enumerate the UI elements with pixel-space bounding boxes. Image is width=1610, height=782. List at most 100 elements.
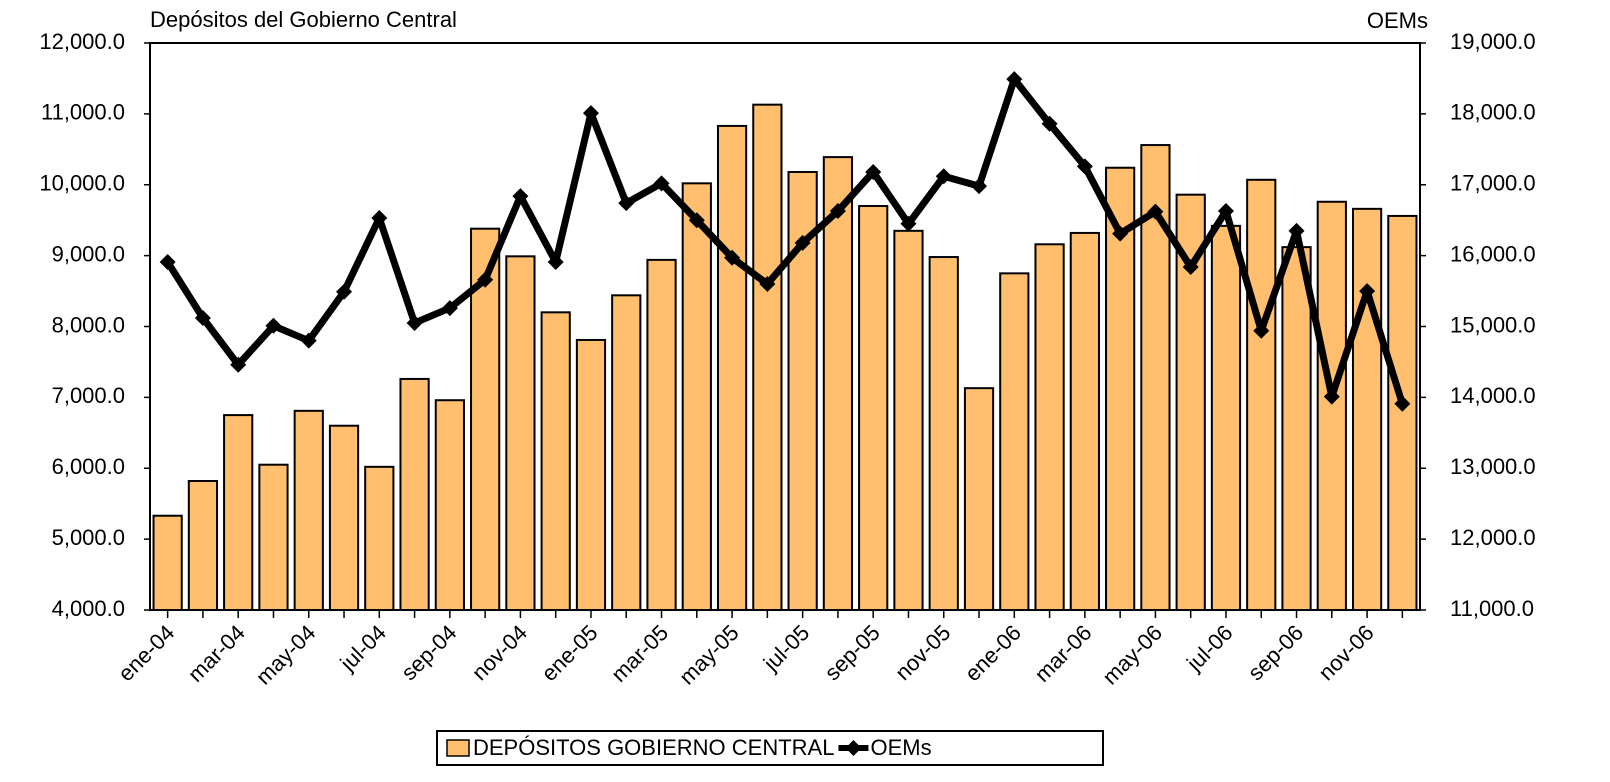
line-marker <box>1394 395 1411 412</box>
y2-tick-label: 13,000.0 <box>1450 454 1536 479</box>
line-marker <box>900 215 917 232</box>
bar <box>328 424 360 611</box>
bar <box>1105 166 1136 612</box>
line-marker <box>865 163 882 180</box>
y-tick-label: 10,000.0 <box>39 171 125 196</box>
bar <box>1387 214 1418 611</box>
bar <box>1316 200 1347 611</box>
x-tick-label: nov-04 <box>467 620 532 685</box>
line-marker <box>1041 115 1058 132</box>
bar <box>1351 207 1383 611</box>
line-marker <box>971 178 988 195</box>
y-tick-label: 11,000.0 <box>41 100 125 125</box>
x-tick-label: may-05 <box>674 620 744 690</box>
legend: DEPÓSITOS GOBIERNO CENTRAL OEMs <box>436 730 1104 766</box>
x-tick-label: ene-04 <box>113 620 179 686</box>
line-marker <box>547 254 564 271</box>
x-tick-label: sep-06 <box>1243 620 1308 685</box>
line-marker <box>618 195 635 212</box>
line-marker <box>1076 158 1093 175</box>
line-marker <box>1253 322 1270 339</box>
line-marker <box>371 210 388 227</box>
line-marker <box>406 314 423 331</box>
line-marker <box>1147 203 1164 220</box>
bar <box>540 311 571 611</box>
y2-tick-label: 19,000.0 <box>1450 29 1536 54</box>
bar <box>752 103 783 611</box>
legend-swatch <box>845 740 862 756</box>
line-marker <box>1288 222 1305 239</box>
bar <box>1281 246 1312 611</box>
bar <box>1246 178 1277 611</box>
line-marker <box>265 317 282 334</box>
chart-title: Depósitos del Gobierno Central <box>150 7 457 32</box>
legend-frame <box>436 730 1104 766</box>
line-marker <box>724 249 741 266</box>
bar <box>999 272 1030 611</box>
bar <box>152 514 183 612</box>
bar <box>1210 224 1242 611</box>
y2-tick-label: 14,000.0 <box>1450 383 1536 408</box>
legend-label: OEMs <box>870 735 931 760</box>
y2-title: OEMs <box>1367 8 1428 33</box>
line-marker <box>336 283 353 300</box>
bar <box>928 256 959 611</box>
line-marker <box>300 332 317 349</box>
bar <box>575 338 607 611</box>
bar <box>364 465 395 611</box>
x-tick-label: nov-05 <box>890 620 955 685</box>
bar <box>681 182 712 612</box>
line-marker <box>653 175 670 192</box>
y-tick-label: 8,000.0 <box>52 312 125 337</box>
y-tick-label: 5,000.0 <box>52 525 125 550</box>
bar <box>258 463 289 611</box>
y2-tick-label: 18,000.0 <box>1450 100 1536 125</box>
line-marker <box>688 212 705 229</box>
line-marker <box>829 202 846 219</box>
y-tick-label: 4,000.0 <box>52 596 125 621</box>
x-tick-label: nov-06 <box>1313 620 1378 685</box>
y-tick-label: 7,000.0 <box>52 383 125 408</box>
x-tick-label: may-04 <box>251 620 321 690</box>
bar <box>646 258 677 611</box>
x-tick-label: mar-05 <box>606 620 673 687</box>
line-marker <box>935 168 952 185</box>
x-tick-label: ene-06 <box>960 620 1026 686</box>
line-marker <box>582 105 599 122</box>
line-marker <box>794 234 811 251</box>
legend-label: DEPÓSITOS GOBIERNO CENTRAL <box>473 735 834 760</box>
bar <box>293 409 324 611</box>
legend-swatch <box>446 739 470 757</box>
line-marker <box>194 309 211 326</box>
bar <box>434 399 465 611</box>
x-tick-label: ene-05 <box>536 620 602 686</box>
line <box>164 75 1406 405</box>
y2-tick-label: 15,000.0 <box>1450 312 1536 337</box>
bar <box>505 255 536 611</box>
line-marker <box>477 271 494 288</box>
line-marker <box>1359 283 1376 300</box>
line-marker <box>1182 258 1199 275</box>
bar <box>187 480 219 611</box>
line-marker <box>1323 388 1340 405</box>
line-marker <box>1112 225 1129 242</box>
x-tick-label: may-06 <box>1098 620 1168 690</box>
bar <box>858 205 889 611</box>
bar <box>893 229 924 611</box>
y2-tick-label: 16,000.0 <box>1450 241 1536 266</box>
y-tick-label: 12,000.0 <box>39 29 125 54</box>
bar <box>399 377 430 612</box>
x-tick-label: mar-06 <box>1030 620 1097 687</box>
x-tick-label: mar-04 <box>183 620 250 687</box>
line-marker <box>230 356 247 373</box>
x-tick-label: jul-04 <box>335 620 391 676</box>
bar <box>611 294 642 611</box>
bar <box>716 124 748 612</box>
y2-tick-label: 17,000.0 <box>1450 171 1536 196</box>
x-tick-label: sep-04 <box>396 620 461 685</box>
plot-frame <box>149 42 1421 611</box>
y-tick-label: 6,000.0 <box>52 454 125 479</box>
bar <box>223 414 254 611</box>
line-marker <box>1006 71 1023 88</box>
